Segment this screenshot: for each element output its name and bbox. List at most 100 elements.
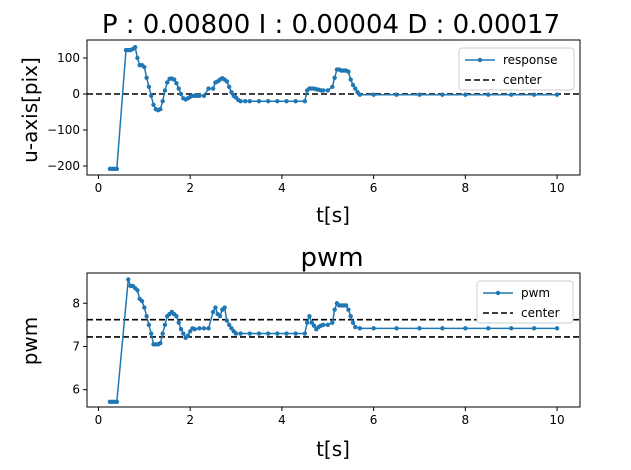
response-point-89 [531,92,537,97]
response-point-53 [247,99,253,104]
pwm-ytick-label-0: 6 [72,383,80,397]
response-point-59 [302,99,308,104]
pwm-xtick-label-2: 4 [278,413,286,427]
response-point-81 [357,92,363,97]
pwm-chart-title: pwm [300,243,363,273]
pwm-xtick-label-4: 8 [462,413,470,427]
response-point-84 [417,92,422,97]
pwm-point-43 [224,318,230,323]
pwm-point-52 [275,331,280,336]
response-chart-ylabel: u-axis[pix] [18,57,42,163]
pwm-point-35 [201,326,207,331]
pwm-point-76 [357,326,363,331]
pwm-ytick-label-1: 7 [72,339,80,353]
response-ytick-label-1: −100 [47,123,80,137]
pwm-point-3 [114,399,120,405]
pwm-xtick-label-3: 6 [370,413,378,427]
pwm-point-37 [210,309,216,315]
pwm-point-27 [178,326,184,332]
response-point-27 [176,86,181,91]
pwm-point-72 [346,307,351,312]
response-point-9 [135,55,140,61]
pwm-point-18 [158,340,163,346]
pwm-point-45 [229,326,234,331]
pwm-point-83 [509,326,514,331]
response-point-83 [394,92,399,97]
response-xtick-label-0: 0 [95,181,103,195]
pwm-point-11 [142,305,147,310]
pwm-point-81 [463,326,468,331]
pwm-point-30 [185,333,191,338]
pwm-point-28 [181,331,186,336]
pwm-ytick-label-2: 8 [72,296,80,310]
pwm-point-12 [144,314,149,319]
response-point-78 [350,82,356,88]
response-point-87 [486,92,491,97]
response-point-25 [171,77,177,82]
pwm-point-42 [222,305,227,310]
pwm-point-26 [176,320,181,325]
pwm-point-38 [213,305,218,310]
pwm-xtick-label-1: 2 [186,413,194,427]
response-point-36 [197,93,202,99]
pwm-point-82 [486,326,491,331]
response-point-12 [142,64,147,70]
pwm-point-55 [302,331,308,336]
response-point-37 [201,93,207,99]
pwm-point-79 [417,326,422,331]
pwm-point-74 [350,320,356,325]
response-ytick-label-3: 100 [57,51,80,65]
response-point-56 [275,99,280,104]
pwm-point-4 [126,277,131,282]
response-point-82 [371,92,376,97]
pwm-point-33 [192,326,197,332]
response-chart-title: P : 0.00800 I : 0.00004 D : 0.00017 [102,10,560,40]
response-point-85 [440,92,445,97]
pwm-xtick-label-0: 0 [95,413,103,427]
response-point-13 [144,75,149,81]
pwm-point-85 [554,326,560,331]
pwm-point-64 [325,322,330,328]
response-point-54 [256,99,262,104]
response-point-79 [353,86,358,91]
response-point-77 [348,77,353,82]
response-point-76 [346,69,351,74]
pwm-point-31 [187,329,193,334]
pwm-point-54 [293,331,298,336]
legend-pwm-marker [495,290,501,296]
legend-response-label: response [503,53,558,67]
response-point-46 [226,84,232,90]
response-point-55 [265,99,271,104]
response-ytick-label-2: 0 [72,87,80,101]
response-chart: P : 0.00800 I : 0.00004 D : 0.00017 t[s]… [18,10,581,227]
response-xtick-label-2: 4 [278,181,286,195]
response-point-47 [229,90,234,95]
pwm-point-65 [330,320,335,325]
pwm-point-80 [440,326,445,331]
pwm-chart-legend: pwm center [476,280,574,324]
response-point-39 [210,86,216,91]
pwm-point-75 [353,324,358,330]
pwm-point-10 [139,298,145,304]
response-xtick-label-4: 8 [462,181,470,195]
response-point-68 [325,88,330,93]
response-point-38 [206,86,211,91]
response-point-22 [165,80,170,85]
pwm-point-34 [197,326,202,331]
pwm-point-84 [531,326,537,331]
response-point-70 [332,75,337,81]
response-point-57 [284,99,289,104]
response-point-19 [158,106,163,112]
pwm-point-14 [149,331,154,336]
response-point-3 [114,166,120,172]
response-xtick-label-1: 2 [186,181,194,195]
pwm-point-44 [226,322,232,328]
pwm-point-59 [311,323,317,328]
response-xtick-label-5: 10 [549,181,564,195]
response-point-21 [162,88,168,93]
response-chart-xlabel: t[s] [316,203,350,227]
pwm-point-8 [135,288,140,293]
legend-center-label: center [503,73,542,87]
response-point-8 [132,45,138,50]
